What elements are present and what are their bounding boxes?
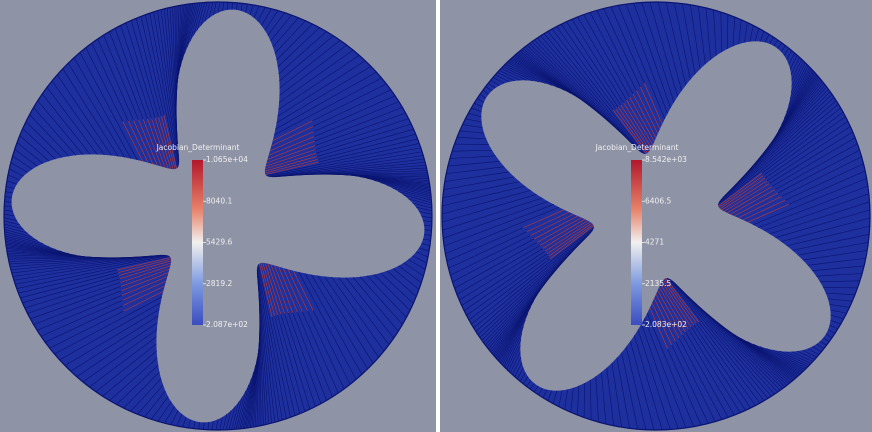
legend-label: 2.083e+02 bbox=[645, 320, 687, 329]
legend-label: 5429.6 bbox=[206, 238, 232, 247]
legend-label: 2.087e+02 bbox=[206, 320, 248, 329]
viewport-left bbox=[0, 0, 436, 432]
legend-label: 1.065e+04 bbox=[206, 155, 248, 164]
legend-label: 8.542e+03 bbox=[645, 155, 687, 164]
screenshot: Jacobian_Determinant 1.065e+04 8040.1 5429.… bbox=[0, 0, 872, 432]
color-bar bbox=[631, 160, 642, 325]
legend-label: 2135.5 bbox=[645, 279, 671, 288]
legend-title: Jacobian_Determinant bbox=[595, 143, 679, 152]
color-bar bbox=[192, 160, 203, 325]
legend-label: 4271 bbox=[645, 238, 664, 247]
legend-label: 6406.5 bbox=[645, 196, 671, 205]
legend-label: 8040.1 bbox=[206, 196, 232, 205]
divider bbox=[436, 0, 440, 432]
legend-title: Jacobian_Determinant bbox=[156, 143, 240, 152]
legend-label: 2819.2 bbox=[206, 279, 232, 288]
